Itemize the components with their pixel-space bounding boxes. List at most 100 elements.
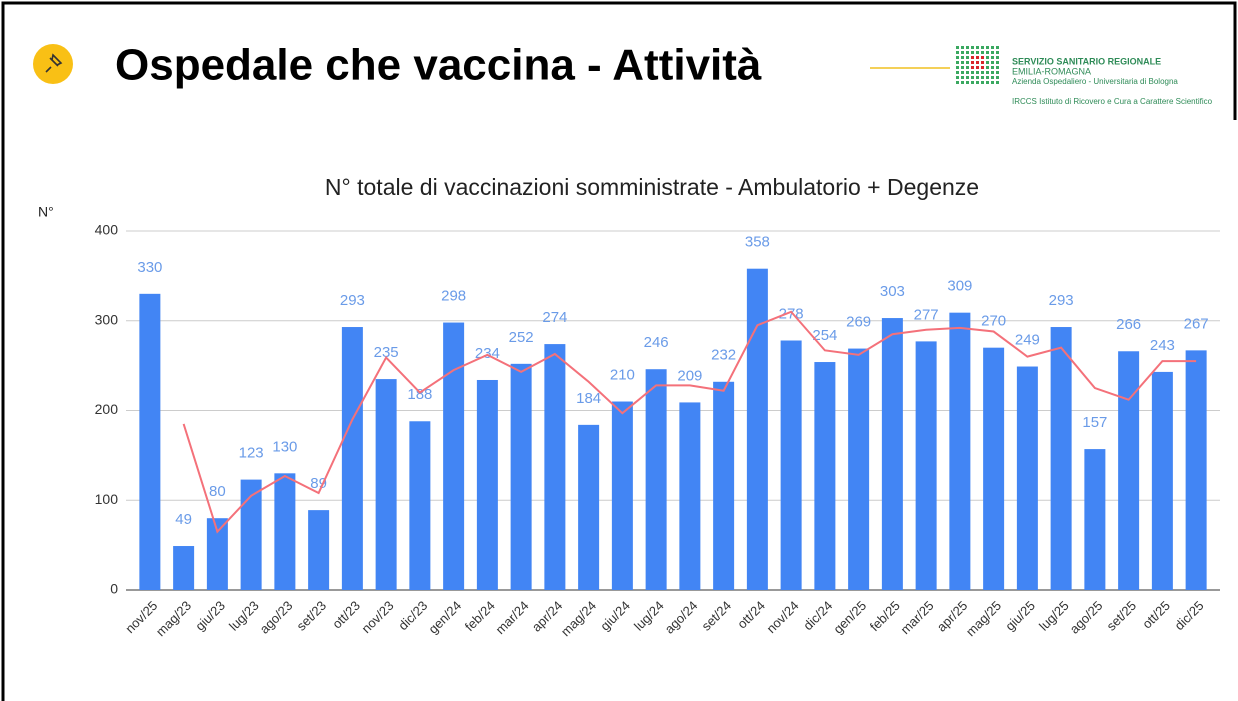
logo-dot <box>966 66 969 69</box>
logo-dot <box>976 56 979 59</box>
data-label: 89 <box>310 475 327 492</box>
logo-text: Azienda Ospedaliero - Universitaria di B… <box>1012 77 1178 86</box>
data-label: 235 <box>374 344 399 361</box>
data-label: 278 <box>779 305 804 322</box>
y-tick-label: 100 <box>95 491 119 507</box>
logo-mark <box>956 46 999 84</box>
x-tick-label: feb/25 <box>867 598 903 634</box>
logo-dot <box>986 71 989 74</box>
data-label: 49 <box>175 511 192 528</box>
logo-dot <box>996 61 999 64</box>
bar <box>949 312 971 590</box>
x-tick-label: mag/23 <box>153 598 194 639</box>
logo-dot <box>991 76 994 79</box>
logo-dot <box>986 81 989 84</box>
data-label: 274 <box>542 309 567 326</box>
bar <box>1118 351 1140 590</box>
bar <box>814 362 836 590</box>
logo-dot <box>986 76 989 79</box>
logo-dot <box>976 51 979 54</box>
data-label: 270 <box>981 313 1006 330</box>
data-label: 330 <box>137 259 162 276</box>
data-label: 246 <box>644 334 669 351</box>
data-label: 269 <box>846 314 871 331</box>
logo-dot <box>986 61 989 64</box>
x-tick-label: ott/25 <box>1139 598 1173 632</box>
bar <box>679 402 701 590</box>
bar <box>645 369 667 590</box>
logo-dot <box>976 81 979 84</box>
bar <box>308 510 330 590</box>
bar <box>1016 366 1038 590</box>
logo-dot <box>981 71 984 74</box>
logo-dot <box>971 51 974 54</box>
data-label: 303 <box>880 283 905 300</box>
logo-dot <box>976 46 979 49</box>
data-label: 309 <box>947 278 972 295</box>
logo-dot <box>956 56 959 59</box>
logo-dot <box>986 56 989 59</box>
x-tick-label: lug/24 <box>631 598 667 634</box>
logo-dot <box>986 46 989 49</box>
bar <box>611 401 633 590</box>
x-tick-label: set/25 <box>1104 598 1140 634</box>
logo-dot <box>966 61 969 64</box>
logo-text: IRCCS Istituto di Ricovero e Cura a Cara… <box>1012 97 1213 106</box>
bar <box>578 424 600 590</box>
x-tick-label: lug/23 <box>226 598 262 634</box>
data-label: 249 <box>1015 331 1040 348</box>
pin-glyph <box>45 53 63 73</box>
logo-dot <box>996 71 999 74</box>
data-label: 80 <box>209 483 226 500</box>
logo-dot <box>976 71 979 74</box>
data-label: 232 <box>711 347 736 364</box>
bar <box>1151 371 1173 590</box>
x-tick-label: gen/24 <box>425 598 464 637</box>
logo-text: EMILIA-ROMAGNA <box>1012 66 1091 76</box>
logo-dot <box>981 76 984 79</box>
logo-dot <box>971 46 974 49</box>
logo-dot <box>981 56 984 59</box>
y-tick-label: 200 <box>95 401 119 417</box>
bar <box>139 293 161 590</box>
data-label: 277 <box>914 306 939 323</box>
bar <box>206 518 228 590</box>
data-label: 243 <box>1150 337 1175 354</box>
x-tick-label: giu/25 <box>1002 598 1038 634</box>
data-label: 209 <box>677 367 702 384</box>
bar <box>510 363 532 590</box>
data-label: 210 <box>610 366 635 383</box>
x-tick-label: mag/24 <box>558 598 599 639</box>
x-tick-label: lug/25 <box>1036 598 1072 634</box>
x-tick-label: set/23 <box>294 598 330 634</box>
bar <box>915 341 937 590</box>
bar <box>1084 449 1106 590</box>
logo-dot <box>966 51 969 54</box>
data-label: 157 <box>1082 414 1107 431</box>
logo-dot <box>956 71 959 74</box>
x-tick-label: dic/25 <box>1172 598 1207 633</box>
logo-dot <box>961 56 964 59</box>
logo-dot <box>991 51 994 54</box>
logo-dot <box>966 46 969 49</box>
data-label: 252 <box>509 329 534 346</box>
data-label: 130 <box>272 438 297 455</box>
x-tick-label: nov/23 <box>358 598 396 636</box>
logo-dot <box>981 46 984 49</box>
logo-dot <box>971 81 974 84</box>
data-label: 123 <box>239 445 264 462</box>
logo-dot <box>961 61 964 64</box>
bar <box>983 347 1005 590</box>
data-label: 184 <box>576 390 601 407</box>
logo-dot <box>956 51 959 54</box>
bar <box>713 381 735 590</box>
x-tick-label: ott/23 <box>329 598 363 632</box>
logo-dot <box>956 81 959 84</box>
logo-dot <box>996 56 999 59</box>
data-label: 293 <box>1049 292 1074 309</box>
logo-dot <box>961 71 964 74</box>
pin-icon <box>33 44 73 84</box>
logo-dot <box>991 81 994 84</box>
logo-dot <box>996 51 999 54</box>
